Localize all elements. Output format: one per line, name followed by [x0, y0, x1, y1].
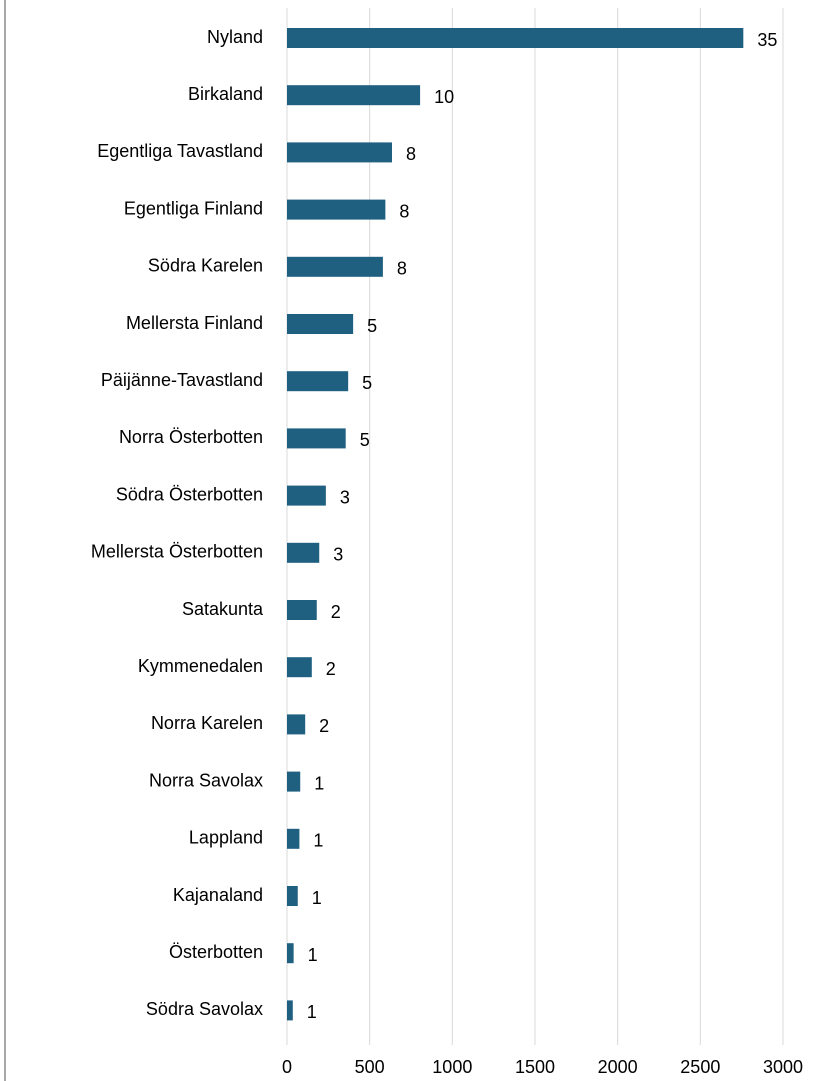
bar — [287, 1000, 293, 1021]
data-label: 1 — [312, 888, 322, 908]
y-tick-label: Österbotten — [169, 942, 263, 962]
bar — [287, 85, 421, 106]
bar — [287, 542, 320, 563]
bar — [287, 28, 744, 48]
y-tick-label: Mellersta Finland — [126, 313, 263, 333]
y-tick-label: Satakunta — [182, 599, 264, 619]
data-label: 1 — [308, 945, 318, 965]
data-label: 2 — [326, 659, 336, 679]
x-tick-label: 1500 — [515, 1057, 555, 1077]
y-tick-label: Södra Savolax — [146, 999, 263, 1019]
y-tick-label: Päijänne-Tavastland — [101, 370, 263, 390]
bar — [287, 771, 301, 792]
y-tick-label: Egentliga Tavastland — [97, 141, 263, 161]
y-tick-label: Birkaland — [188, 84, 263, 104]
bar — [287, 256, 383, 277]
y-tick-label: Kymmenedalen — [138, 656, 263, 676]
data-label: 8 — [397, 259, 407, 279]
data-label: 8 — [399, 201, 409, 221]
data-label: 5 — [367, 316, 377, 336]
bar — [287, 600, 317, 620]
data-label: 1 — [307, 1002, 317, 1022]
bar — [287, 314, 354, 334]
y-tick-label: Egentliga Finland — [124, 198, 263, 218]
bar — [287, 485, 326, 506]
bar — [287, 886, 298, 906]
data-label: 3 — [333, 545, 343, 565]
x-tick-label: 2500 — [680, 1057, 720, 1077]
data-label: 1 — [314, 773, 324, 793]
data-label: 3 — [340, 487, 350, 507]
data-label: 5 — [360, 430, 370, 450]
bar — [287, 943, 294, 964]
y-tick-label: Kajanaland — [173, 885, 263, 905]
x-tick-label: 3000 — [763, 1057, 803, 1077]
y-tick-label: Nyland — [207, 27, 263, 47]
y-tick-label: Norra Karelen — [151, 713, 263, 733]
bar — [287, 428, 346, 449]
y-tick-label: Mellersta Österbotten — [91, 542, 263, 562]
x-tick-label: 1000 — [432, 1057, 472, 1077]
x-tick-label: 0 — [282, 1057, 292, 1077]
bar — [287, 199, 386, 220]
bar — [287, 142, 392, 163]
x-tick-label: 500 — [355, 1057, 385, 1077]
data-label: 1 — [313, 831, 323, 851]
data-label: 8 — [406, 144, 416, 164]
y-tick-label: Södra Karelen — [148, 256, 263, 276]
bar — [287, 828, 300, 849]
bar — [287, 371, 349, 392]
data-label: 35 — [757, 30, 777, 50]
data-label: 5 — [362, 373, 372, 393]
data-label: 2 — [319, 716, 329, 736]
y-tick-label: Norra Savolax — [149, 770, 263, 790]
data-label: 2 — [331, 602, 341, 622]
bar — [287, 714, 306, 735]
y-tick-label: Lappland — [189, 828, 263, 848]
y-tick-label: Norra Österbotten — [119, 427, 263, 447]
y-tick-label: Södra Österbotten — [116, 484, 263, 504]
bar — [287, 657, 312, 678]
data-label: 10 — [434, 87, 454, 107]
x-tick-label: 2000 — [598, 1057, 638, 1077]
